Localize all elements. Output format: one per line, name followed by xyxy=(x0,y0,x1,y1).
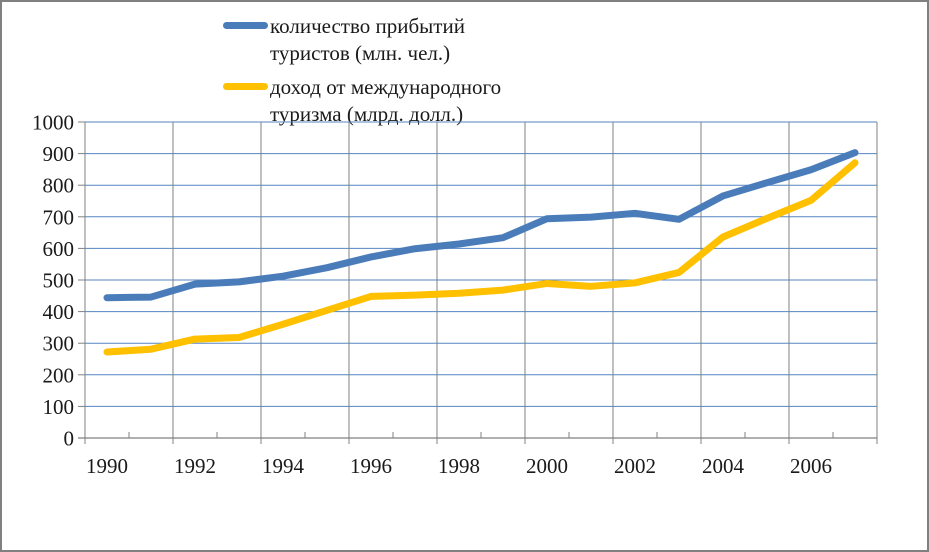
legend-label-arrivals-line2: туристов (млн. чел.) xyxy=(270,41,451,65)
y-axis-label: 500 xyxy=(43,269,75,293)
x-axis-label: 1996 xyxy=(350,454,392,478)
series-line-0 xyxy=(103,149,859,302)
x-axis-label: 1990 xyxy=(86,454,128,478)
y-axis-label: 600 xyxy=(43,237,75,261)
legend-marker-receipts xyxy=(223,83,268,90)
legend-label-arrivals: количество прибытий туристов (млн. чел.) xyxy=(270,13,465,67)
legend-marker-arrivals xyxy=(223,22,268,29)
y-axis-label: 700 xyxy=(43,205,75,229)
series-line-1 xyxy=(103,159,859,356)
legend-label-receipts-line1: доход от международного xyxy=(270,75,502,99)
y-axis-label: 900 xyxy=(43,142,75,166)
x-axis-label: 1992 xyxy=(174,454,216,478)
x-axis-label: 2000 xyxy=(526,454,568,478)
y-axis-label: 400 xyxy=(43,300,75,324)
x-axis-label: 2006 xyxy=(790,454,832,478)
y-axis-label: 1000 xyxy=(32,111,74,135)
legend-label-arrivals-line1: количество прибытий xyxy=(270,14,465,38)
x-axis-label: 1994 xyxy=(262,454,305,478)
x-axis-label: 1998 xyxy=(438,454,480,478)
y-axis-label: 800 xyxy=(43,174,75,198)
y-axis-label: 100 xyxy=(43,395,75,419)
x-axis-label: 2004 xyxy=(702,454,745,478)
y-axis-label: 300 xyxy=(43,332,75,356)
y-axis-label: 0 xyxy=(64,427,75,451)
legend-item-arrivals: количество прибытий туристов (млн. чел.) xyxy=(223,13,501,67)
x-axis-label: 2002 xyxy=(614,454,656,478)
y-axis-label: 200 xyxy=(43,363,75,387)
